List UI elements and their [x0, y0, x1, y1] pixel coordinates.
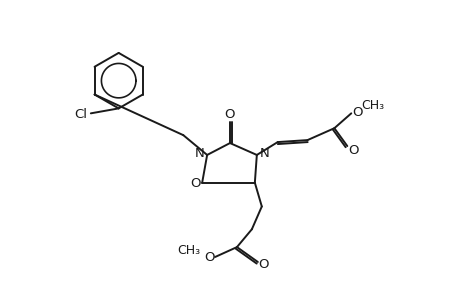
Text: O: O — [351, 106, 362, 119]
Text: O: O — [203, 251, 214, 265]
Text: O: O — [258, 258, 269, 272]
Text: O: O — [347, 143, 358, 157]
Text: CH₃: CH₃ — [361, 99, 384, 112]
Text: O: O — [190, 177, 200, 190]
Text: CH₃: CH₃ — [177, 244, 201, 256]
Text: O: O — [224, 108, 235, 121]
Text: N: N — [259, 148, 269, 160]
Text: Cl: Cl — [74, 108, 87, 121]
Text: N: N — [194, 148, 204, 160]
